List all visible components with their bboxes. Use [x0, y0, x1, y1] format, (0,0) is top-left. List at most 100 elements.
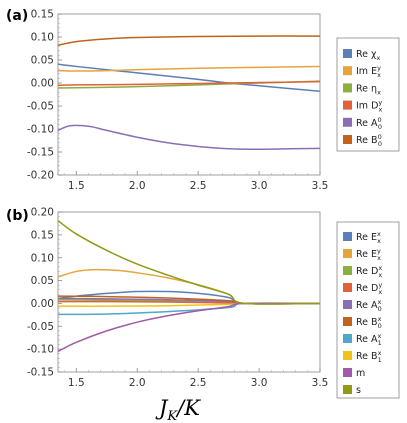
x-tick-label: 3.5 — [312, 377, 329, 389]
panel-a: (a) 0.15 0.10 0.05 0.00 -0.05 -0.10 -0.15 -0.20… — [6, 8, 400, 192]
x-tick-label: 3.0 — [251, 180, 268, 192]
legend-label: Re Dx x — [356, 264, 382, 279]
y-tick-label: 0.00 — [31, 298, 54, 310]
x-axis-title-j: J — [155, 396, 169, 420]
legend-entry: s — [343, 385, 361, 396]
legend-entry: Re Dx x — [343, 264, 382, 279]
panel-a-label: (a) — [6, 8, 28, 24]
legend-swatch — [343, 368, 352, 377]
legend-label: Re Bx 0 — [356, 315, 382, 330]
legend-label: Re Dy x — [356, 281, 382, 296]
legend-entry: Im Ey x — [343, 64, 381, 79]
legend-swatch — [343, 283, 352, 292]
legend-swatch — [343, 135, 352, 144]
x-tick-label: 2.5 — [190, 377, 207, 389]
y-tick-label: -0.05 — [27, 321, 54, 333]
legend-swatch — [343, 249, 352, 258]
panel-a-y-axis: 0.15 0.10 0.05 0.00 -0.05 -0.10 -0.15 -0.20 — [27, 9, 62, 182]
legend-label: Re Ax 0 — [356, 298, 382, 313]
legend-entry: Re Ax 0 — [343, 298, 382, 313]
legend-label: Re ηx — [356, 83, 381, 96]
y-tick-label: 0.15 — [31, 229, 54, 241]
panel-a-plot-frame — [57, 13, 321, 176]
legend-swatch — [343, 66, 352, 76]
legend-label: s — [356, 385, 361, 396]
x-axis-title-k-sub: K — [166, 409, 178, 423]
legend-swatch — [343, 351, 352, 360]
y-tick-label: 0.10 — [31, 32, 54, 44]
panel-a-legend-items: Re χx Im Ey x Re ηx Im Dy x Re A0 0 Re B0 0 — [343, 49, 382, 148]
legend-swatch — [343, 385, 352, 394]
x-tick-label: 2.5 — [190, 180, 207, 192]
panel-b-y-axis: 0.20 0.15 0.10 0.05 0.00 -0.05 -0.10 -0.15 — [27, 207, 62, 379]
panel-b: (b) 0.200.150.100.050.00-0.05-0.10-0.15 … — [6, 207, 400, 423]
y-tick-label: 0.05 — [31, 275, 54, 287]
series-line — [57, 124, 321, 150]
series-line — [57, 35, 321, 47]
series-line — [57, 80, 321, 87]
series-line — [57, 63, 321, 93]
y-tick-label: 0.10 — [31, 252, 54, 264]
panel-b-x-axis: 1.5 2.0 2.5 3.0 3.5 — [63, 368, 329, 389]
y-tick-label: -0.20 — [27, 170, 54, 182]
legend-swatch — [343, 232, 352, 241]
legend-swatch — [343, 83, 352, 93]
legend-swatch — [343, 117, 352, 127]
series-line — [57, 220, 321, 305]
legend-entry: m — [343, 368, 365, 379]
legend-entry: Re B0 0 — [343, 133, 382, 148]
legend-label: Re Ey x — [356, 247, 381, 262]
panel-a-x-axis: 1.5 2.0 2.5 3.0 3.5 — [63, 171, 329, 192]
legend-entry: Re Ex x — [343, 230, 381, 245]
legend-entry: Re Ey x — [343, 247, 381, 262]
x-tick-label: 2.0 — [129, 180, 146, 192]
legend-label: Re Ex x — [356, 230, 381, 245]
legend-swatch — [343, 317, 352, 326]
y-tick-label: -0.15 — [27, 367, 54, 379]
legend-entry: Im Dy x — [343, 99, 382, 114]
y-tick-label: -0.10 — [27, 344, 54, 356]
x-axis-title-k: K — [183, 396, 201, 420]
panel-b-legend-items: Re Ex x Re Ey x Re Dx x Re Dy x Re Ax 0 Re Bx 0 Re A… — [343, 230, 382, 396]
legend-entry: Re χx — [343, 49, 381, 62]
legend-label: Re B0 0 — [356, 133, 382, 148]
legend-swatch — [343, 266, 352, 275]
legend-swatch — [343, 49, 352, 58]
legend-swatch — [343, 334, 352, 343]
y-tick-label: -0.15 — [27, 147, 54, 159]
x-axis-title-slash: / — [175, 396, 186, 420]
y-tick-label: -0.05 — [27, 101, 54, 113]
y-tick-label: -0.10 — [27, 124, 54, 136]
legend-label: Im Ey x — [356, 64, 381, 79]
series-line — [57, 65, 321, 72]
panel-b-plot-frame — [57, 211, 321, 373]
legend-label: Re Ax 1 — [356, 332, 382, 347]
y-tick-label: 0.15 — [31, 9, 54, 21]
legend-label: m — [356, 368, 365, 379]
legend-entry: Re ηx — [343, 83, 381, 96]
x-tick-label: 1.5 — [68, 180, 85, 192]
panel-a-series — [57, 35, 321, 150]
panel-b-label: (b) — [6, 208, 29, 224]
legend-swatch — [343, 300, 352, 309]
series-line — [57, 302, 321, 353]
legend-entry: Re Dy x — [343, 281, 382, 296]
legend-entry: Re Ax 1 — [343, 332, 382, 347]
legend-entry: Re Bx 1 — [343, 349, 382, 364]
legend-label: Re Bx 1 — [356, 349, 382, 364]
x-axis-title: JK/K — [155, 396, 201, 423]
y-tick-label: 0.05 — [31, 55, 54, 67]
x-tick-label: 3.5 — [312, 180, 329, 192]
y-tick-label: 0.20 — [31, 207, 54, 219]
legend-label: Re χx — [356, 49, 381, 62]
x-tick-label: 3.0 — [251, 377, 268, 389]
legend-entry: Re Bx 0 — [343, 315, 382, 330]
x-tick-label: 2.0 — [129, 377, 146, 389]
legend-label: Im Dy x — [356, 99, 382, 114]
y-tick-label: 0.00 — [31, 78, 54, 90]
legend-swatch — [343, 100, 352, 110]
panel-b-series — [57, 220, 321, 353]
legend-label: Re A0 0 — [356, 116, 382, 131]
x-tick-label: 1.5 — [68, 377, 85, 389]
